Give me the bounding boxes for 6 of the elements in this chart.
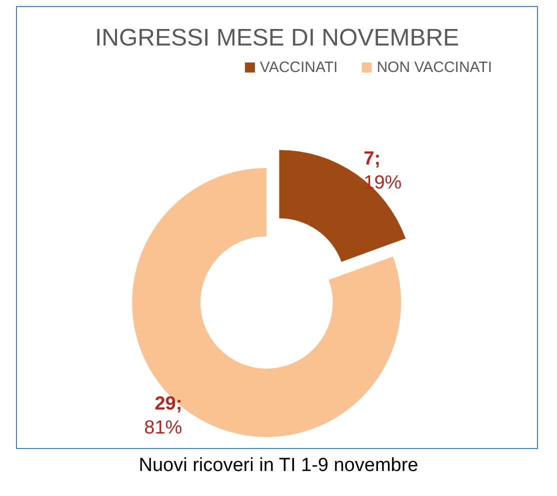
data-label: 7; 19% [364, 148, 402, 194]
data-label: 29; 81% [144, 393, 182, 438]
chart-title: INGRESSI MESE DI NOVEMBRE [94, 24, 460, 52]
legend-label: VACCINATI [260, 59, 338, 76]
legend-label: NON VACCINATI [376, 59, 492, 76]
text: Nuovi ricoveri in TI 1-9 novembre [138, 455, 420, 477]
